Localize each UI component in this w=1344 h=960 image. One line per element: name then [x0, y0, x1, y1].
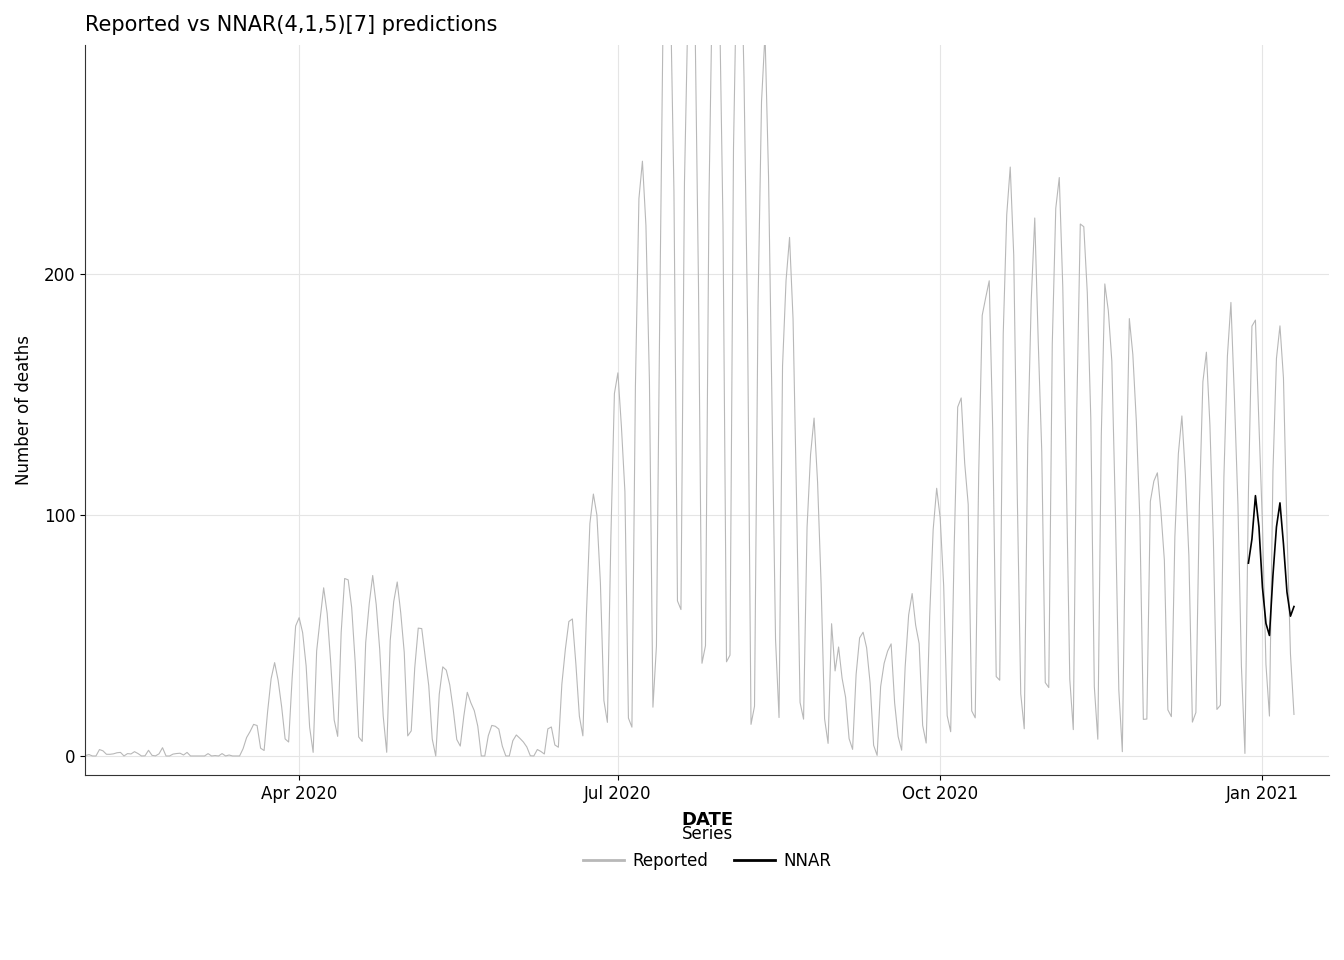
Legend: Reported, NNAR: Reported, NNAR	[577, 819, 839, 876]
Y-axis label: Number of deaths: Number of deaths	[15, 335, 34, 485]
Text: Reported vs NNAR(4,1,5)[7] predictions: Reported vs NNAR(4,1,5)[7] predictions	[86, 15, 497, 35]
X-axis label: DATE: DATE	[681, 811, 734, 829]
